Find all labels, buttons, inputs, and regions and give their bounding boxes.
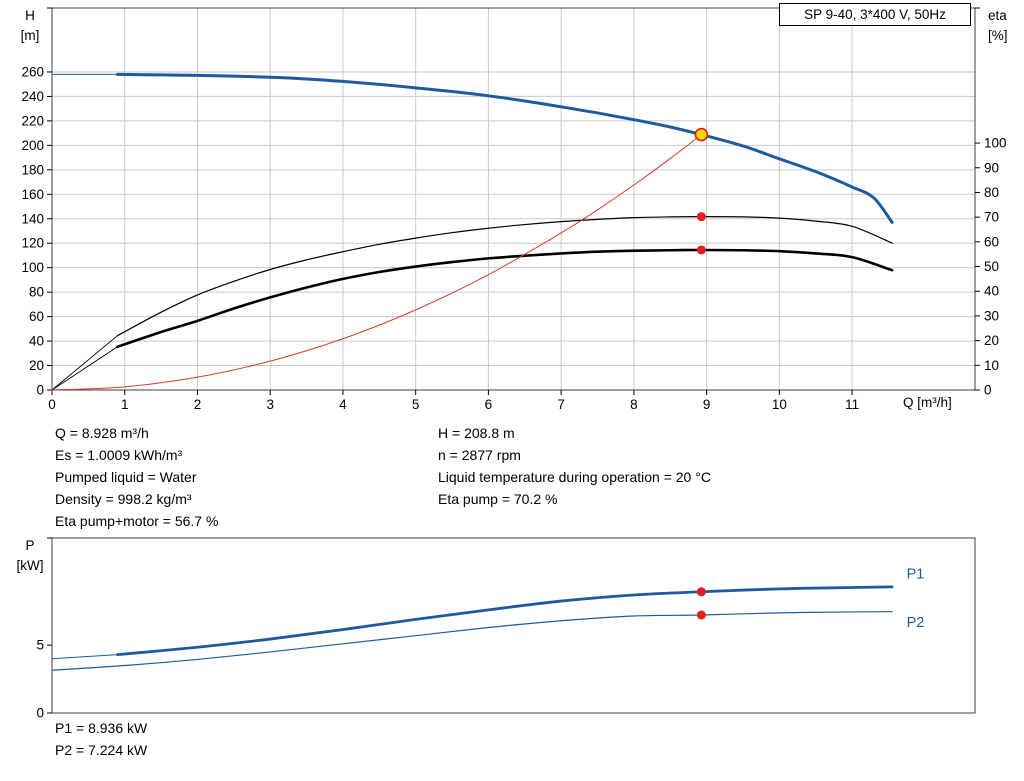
y-right-tick-label: 100 <box>984 136 1007 151</box>
x-tick-label: 10 <box>772 397 787 412</box>
x-tick-label: 8 <box>630 397 638 412</box>
y-right-tick-label: 60 <box>984 234 999 249</box>
y-left-tick-label: 80 <box>29 285 44 300</box>
info-line-eta-pump: Eta pump = 70.2 % <box>438 491 558 507</box>
x-tick-label: 2 <box>194 397 202 412</box>
y-left-axis-title: [kW] <box>17 558 44 573</box>
y-right-tick-label: 90 <box>984 160 999 175</box>
y-right-tick-label: 50 <box>984 259 999 274</box>
info-line-flow: Q = 8.928 m³/h <box>55 425 149 441</box>
y-left-axis-title: P <box>25 538 34 553</box>
y-right-tick-label: 40 <box>984 284 999 299</box>
p1-point <box>696 587 706 597</box>
p2-curve <box>51 611 893 671</box>
x-tick-label: 3 <box>266 397 274 412</box>
eta-pump-motor-point <box>696 245 706 255</box>
x-tick-label: 7 <box>557 397 565 412</box>
power-axes: 0 5 P [kW] <box>17 537 52 721</box>
y-left-tick-label: 160 <box>21 187 44 202</box>
eta-pump-curve <box>116 216 893 337</box>
y-right-tick-label: 30 <box>984 308 999 323</box>
y-right-tick-label: 20 <box>984 333 999 348</box>
eta-pump-motor-curve <box>116 248 894 349</box>
system-curve <box>51 134 702 391</box>
duty-info-left-column: Q = 8.928 m³/h Es = 1.0009 kWh/m³ Pumped… <box>55 422 218 532</box>
x-tick-label: 11 <box>845 397 859 412</box>
y-left-tick-label: 0 <box>36 706 44 721</box>
info-line-energy: Es = 1.0009 kWh/m³ <box>55 447 183 463</box>
y-right-tick-label: 80 <box>984 185 999 200</box>
y-left-tick-label: 100 <box>21 260 44 275</box>
y-left-tick-label: 0 <box>36 383 44 398</box>
y-left-tick-label: 140 <box>21 211 44 226</box>
info-line-speed: n = 2877 rpm <box>438 447 521 463</box>
y-left-tick-label: 40 <box>29 334 44 349</box>
x-tick-label: 5 <box>412 397 420 412</box>
y-right-tick-label: 10 <box>984 358 999 373</box>
info-line-p1: P1 = 8.936 kW <box>55 720 148 736</box>
p1-curve-label: P1 <box>907 567 925 583</box>
duty-point <box>694 127 709 142</box>
info-line-temperature: Liquid temperature during operation = 20… <box>438 469 711 485</box>
y-left-tick-label: 240 <box>21 89 44 104</box>
pump-model-label: SP 9-40, 3*400 V, 50Hz <box>804 7 946 22</box>
info-line-density: Density = 998.2 kg/m³ <box>55 491 192 507</box>
y-right-tick-label: 0 <box>984 383 992 398</box>
y-left-tick-label: 180 <box>21 162 44 177</box>
y-left-tick-label: 60 <box>29 309 44 324</box>
hq-axes: 020406080100120140160180200220240260H[m]… <box>21 7 1008 412</box>
info-line-p2: P2 = 7.224 kW <box>55 742 148 758</box>
x-axis-title: Q [m³/h] <box>903 395 952 410</box>
hq-chart: 020406080100120140160180200220240260H[m]… <box>21 7 1008 412</box>
y-left-tick-label: 120 <box>21 236 44 251</box>
y-right-axis-title: eta <box>988 8 1007 23</box>
x-tick-label: 1 <box>121 397 129 412</box>
duty-info-right-column: H = 208.8 m n = 2877 rpm Liquid temperat… <box>438 422 711 510</box>
x-tick-label: 4 <box>339 397 347 412</box>
eta-pump-point <box>696 212 706 222</box>
y-left-axis-title: H <box>25 8 35 23</box>
info-line-head: H = 208.8 m <box>438 425 515 441</box>
p2-curve-label: P2 <box>907 615 925 631</box>
p2-point <box>696 610 706 620</box>
hq-gridlines <box>52 8 975 390</box>
power-values-block: P1 = 8.936 kW P2 = 7.224 kW <box>55 717 147 761</box>
y-left-axis-title: [m] <box>21 28 40 43</box>
p1-lead <box>51 654 118 660</box>
info-line-eta-total: Eta pump+motor = 56.7 % <box>55 513 219 529</box>
eta-pump-motor-lead <box>51 346 118 391</box>
y-left-tick-label: 5 <box>36 638 44 653</box>
y-left-tick-label: 260 <box>21 64 44 79</box>
eta-pump-lead <box>51 335 118 391</box>
x-tick-label: 0 <box>48 397 56 412</box>
y-right-axis-title: [%] <box>988 28 1008 43</box>
p1-curve <box>116 585 894 657</box>
power-plot-frame <box>51 537 976 714</box>
power-chart: 0 5 P [kW] P1 P2 <box>17 537 976 721</box>
y-left-tick-label: 20 <box>29 358 44 373</box>
info-line-liquid: Pumped liquid = Water <box>55 469 197 485</box>
hq-plot-frame <box>51 7 976 391</box>
x-tick-label: 6 <box>485 397 493 412</box>
pump-model-box: SP 9-40, 3*400 V, 50Hz <box>779 3 971 26</box>
pump-curve <box>115 72 894 224</box>
x-tick-label: 9 <box>703 397 711 412</box>
y-left-tick-label: 220 <box>21 113 44 128</box>
y-left-tick-label: 200 <box>21 138 44 153</box>
y-right-tick-label: 70 <box>984 210 999 225</box>
